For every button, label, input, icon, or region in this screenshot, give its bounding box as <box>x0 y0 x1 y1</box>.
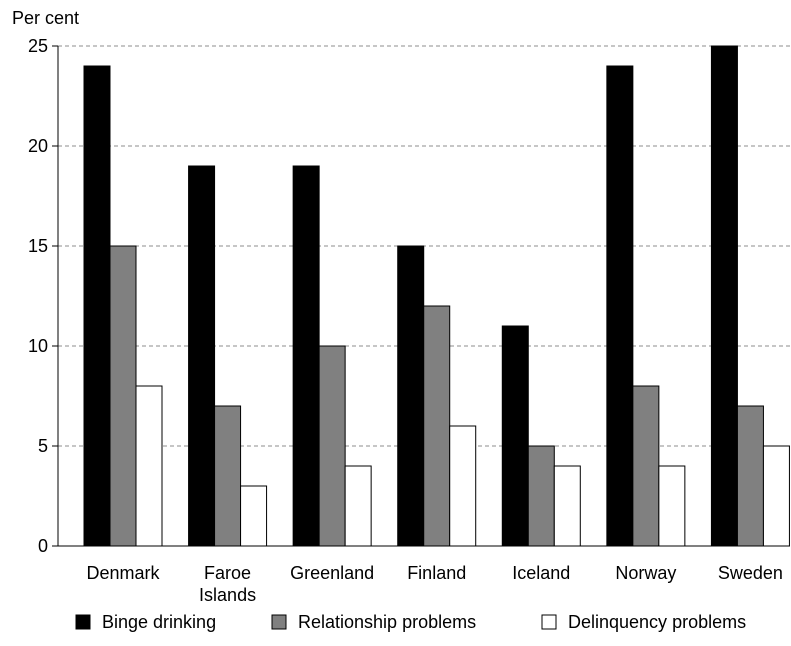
bar-relationship-problems <box>318 345 346 547</box>
bar-binge-drinking <box>397 245 425 547</box>
bar-binge-drinking <box>292 165 320 547</box>
bar-binge-drinking <box>188 165 216 547</box>
x-tick-label: Islands <box>199 585 256 605</box>
legend-swatch <box>271 614 287 630</box>
bar-relationship-problems <box>214 405 242 547</box>
bar-relationship-problems <box>632 385 660 547</box>
bar-delinquency-problems <box>240 485 268 547</box>
legend-swatch <box>541 614 557 630</box>
x-tick-label: Denmark <box>86 563 160 583</box>
bars <box>83 45 790 547</box>
bar-relationship-problems <box>527 445 555 547</box>
bar-delinquency-problems <box>449 425 477 547</box>
legend-label: Delinquency problems <box>568 612 746 632</box>
y-axis-label: Per cent <box>12 8 79 28</box>
bar-binge-drinking <box>606 65 634 547</box>
legend-swatch <box>75 614 91 630</box>
bar-relationship-problems <box>109 245 137 547</box>
bar-relationship-problems <box>423 305 451 547</box>
x-tick-label: Iceland <box>512 563 570 583</box>
axes <box>52 45 790 547</box>
x-tick-label: Finland <box>407 563 466 583</box>
y-tick-label: 5 <box>38 436 48 456</box>
legend-label: Relationship problems <box>298 612 476 632</box>
bar-delinquency-problems <box>762 445 790 547</box>
x-tick-label: Norway <box>615 563 676 583</box>
legend-label: Binge drinking <box>102 612 216 632</box>
bar-delinquency-problems <box>553 465 581 547</box>
bar-delinquency-problems <box>135 385 163 547</box>
bar-binge-drinking <box>710 45 738 547</box>
x-tick-label: Greenland <box>290 563 374 583</box>
y-tick-labels: 0 5 10 15 20 25 <box>28 36 48 556</box>
y-tick-label: 25 <box>28 36 48 56</box>
y-tick-label: 0 <box>38 536 48 556</box>
x-tick-label: Faroe <box>204 563 251 583</box>
bar-relationship-problems <box>736 405 764 547</box>
bar-binge-drinking <box>501 325 529 547</box>
bar-binge-drinking <box>83 65 111 547</box>
bar-delinquency-problems <box>658 465 686 547</box>
legend: Binge drinking Relationship problems Delin… <box>75 612 746 632</box>
y-tick-label: 10 <box>28 336 48 356</box>
x-tick-label: Sweden <box>718 563 783 583</box>
bar-delinquency-problems <box>344 465 372 547</box>
y-tick-label: 15 <box>28 236 48 256</box>
y-tick-label: 20 <box>28 136 48 156</box>
